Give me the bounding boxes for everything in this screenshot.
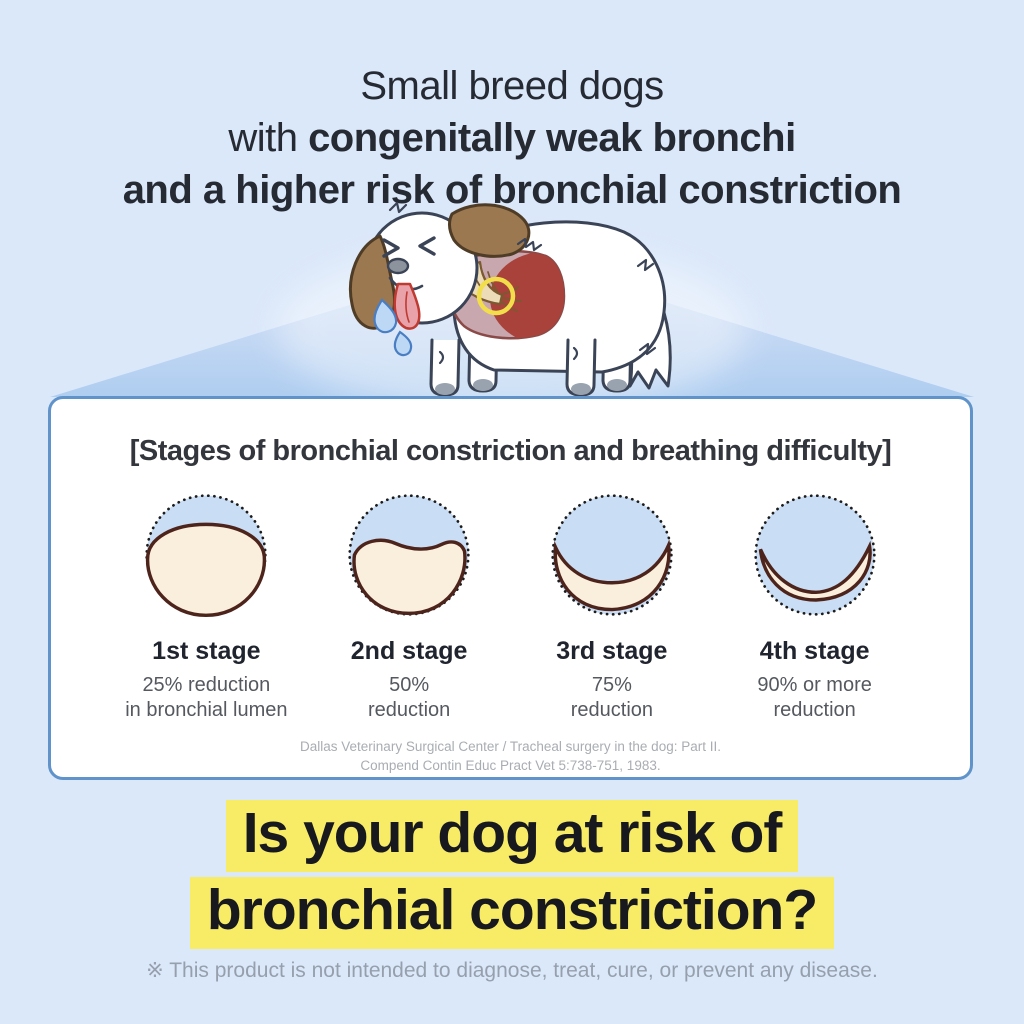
stage-1-column: 1st stage 25% reduction in bronchial lum…: [105, 488, 308, 723]
headline-line-1: Is your dog at risk of: [225, 800, 799, 872]
stage-2-lumen-diagram: [348, 494, 470, 616]
dog-tongue: [393, 282, 421, 330]
tear-drop-icon: [373, 298, 398, 334]
stage-4-lumen-diagram: [753, 494, 876, 616]
attention-ring-icon: [476, 276, 516, 316]
stage-4-name: 4th stage: [759, 637, 870, 665]
stage-3-lumen-diagram: [551, 494, 673, 616]
stage-2-description: 50% reduction: [367, 674, 451, 721]
stages-row: 1st stage 25% reduction in bronchial lum…: [51, 488, 970, 723]
stage-1-lumen-diagram: [145, 494, 268, 618]
dog-right-ear: [448, 203, 531, 258]
heading-line-1: Small breed dogs: [360, 64, 664, 108]
citation-line-2: Compend Contin Educ Pract Vet 5:738-751,…: [360, 758, 661, 773]
heading-line-2: with congenitally weak bronchi: [0, 112, 1024, 164]
stage-3-column: 3rd stage 75% reduction: [511, 488, 714, 723]
stage-3-description: 75% reduction: [570, 674, 654, 721]
coughing-dog-illustration: [348, 201, 672, 397]
dog-right-eye-closed: [418, 236, 436, 256]
tear-drops: [373, 298, 413, 357]
source-citation: Dallas Veterinary Surgical Center / Trac…: [51, 737, 970, 775]
stage-2-column: 2nd stage 50% reduction: [308, 488, 511, 723]
stage-1-description: 25% reduction in bronchial lumen: [125, 674, 288, 721]
citation-line-1: Dallas Veterinary Surgical Center / Trac…: [300, 739, 721, 754]
heading-line-2-bold: congenitally weak bronchi: [308, 116, 796, 160]
headline-line-2: bronchial constriction?: [189, 877, 835, 949]
stages-panel-title: [Stages of bronchial constriction and br…: [129, 435, 892, 467]
question-headline: Is your dog at risk of bronchial constri…: [0, 800, 1024, 954]
stage-4-column: 4th stage 90% or more reduction: [713, 488, 916, 723]
stage-4-description: 90% or more reduction: [757, 674, 872, 721]
dog-head-group: [348, 203, 531, 330]
stage-2-name: 2nd stage: [350, 637, 468, 665]
dog-nose: [386, 257, 410, 275]
stage-1-name: 1st stage: [152, 637, 261, 665]
disclaimer-text: ※ This product is not intended to diagno…: [146, 959, 878, 982]
tear-drop-icon: [393, 330, 413, 357]
lung: [490, 252, 564, 339]
heading-line-3: and a higher risk of bronchial constrict…: [122, 168, 902, 212]
tongue-crease: [405, 291, 410, 323]
dog-left-eye-closed: [382, 238, 400, 258]
tremble-marks: [388, 201, 657, 365]
stage-3-name: 3rd stage: [556, 637, 668, 665]
stages-panel: [Stages of bronchial constriction and br…: [48, 396, 973, 780]
page-title: Small breed dogs with congenitally weak …: [0, 60, 1024, 216]
heading-line-2-prefix: with: [228, 116, 309, 160]
